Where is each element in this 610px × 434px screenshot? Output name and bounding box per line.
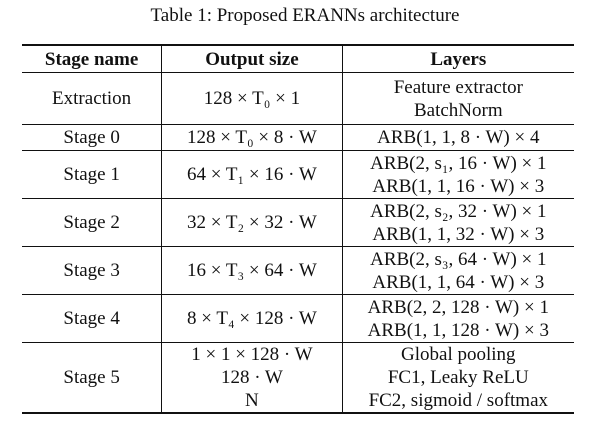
layers-cell: Feature extractor BatchNorm — [341, 72, 574, 125]
output-size-line: 32 × T₂ × 32 · W — [187, 212, 317, 233]
table-row: Stage 2 32 × T₂ × 32 · W ARB(2, s₂, 32 · W… — [22, 198, 574, 247]
output-size-line: N — [245, 390, 259, 411]
stage-name-cell: Stage 0 — [22, 124, 163, 151]
stage-name-cell: Stage 5 — [22, 342, 163, 414]
layers-cell: ARB(2, s₂, 32 · W) × 1 ARB(1, 1, 32 · W) … — [341, 198, 574, 247]
layers-cell: ARB(2, s₃, 64 · W) × 1 ARB(1, 1, 64 · W) … — [341, 246, 574, 295]
stage-name-cell: Stage 3 — [22, 246, 163, 295]
stage-name-cell: Stage 1 — [22, 150, 163, 199]
output-size-line: 16 × T₃ × 64 · W — [187, 260, 317, 281]
stage-name-cell: Stage 2 — [22, 198, 163, 247]
layer-line: FC1, Leaky ReLU — [387, 367, 529, 388]
output-size-line: 1 × 1 × 128 · W — [191, 344, 313, 365]
layer-line: ARB(1, 1, 32 · W) × 3 — [372, 223, 545, 245]
table-body: Extraction 128 × T₀ × 1 Feature extractor B… — [22, 72, 574, 414]
table-row: Stage 1 64 × T₁ × 16 · W ARB(2, s₁, 16 · W… — [22, 150, 574, 199]
output-size-line: 64 × T₁ × 16 · W — [187, 164, 317, 185]
layer-line: Feature extractor — [393, 76, 523, 98]
architecture-table: Stage name Output size Layers Extraction… — [22, 44, 574, 414]
layer-line: FC2, sigmoid / softmax — [368, 390, 549, 411]
layer-line: ARB(1, 1, 8 · W) × 4 — [377, 127, 540, 148]
layer-line: ARB(1, 1, 128 · W) × 3 — [367, 319, 549, 341]
output-size-cell: 32 × T₂ × 32 · W — [161, 198, 343, 247]
header-stage-name: Stage name — [22, 44, 163, 73]
table-row: Extraction 128 × T₀ × 1 Feature extractor B… — [22, 72, 574, 125]
layers-cell: ARB(2, 2, 128 · W) × 1 ARB(1, 1, 128 · W)… — [341, 294, 574, 343]
layer-line: ARB(1, 1, 64 · W) × 3 — [372, 271, 545, 293]
header-output-size: Output size — [161, 44, 343, 73]
output-size-line: 128 · W — [220, 367, 283, 388]
layers-cell: ARB(2, s₁, 16 · W) × 1 ARB(1, 1, 16 · W) … — [341, 150, 574, 199]
layers-cell: Global pooling FC1, Leaky ReLU FC2, sigmoi… — [341, 342, 574, 414]
stage-name-cell: Extraction — [22, 72, 163, 125]
table-caption: Table 1: Proposed ERANNs architecture — [150, 5, 460, 26]
output-size-cell: 16 × T₃ × 64 · W — [161, 246, 343, 295]
output-size-cell: 8 × T₄ × 128 · W — [161, 294, 343, 343]
stage-name-cell: Stage 4 — [22, 294, 163, 343]
output-size-line: 8 × T₄ × 128 · W — [187, 308, 317, 329]
layers-cell: ARB(1, 1, 8 · W) × 4 — [341, 124, 574, 151]
table-row: Stage 3 16 × T₃ × 64 · W ARB(2, s₃, 64 · W… — [22, 246, 574, 295]
table-header-row: Stage name Output size Layers — [22, 44, 574, 73]
output-size-cell: 64 × T₁ × 16 · W — [161, 150, 343, 199]
layer-line: ARB(1, 1, 16 · W) × 3 — [372, 175, 545, 197]
layer-line: ARB(2, s₃, 64 · W) × 1 — [370, 248, 547, 270]
output-size-line: 128 × T₀ × 8 · W — [187, 127, 317, 148]
output-size-cell: 128 × T₀ × 1 — [161, 72, 343, 125]
layer-line: ARB(2, 2, 128 · W) × 1 — [367, 296, 549, 318]
layer-line: ARB(2, s₁, 16 · W) × 1 — [370, 152, 547, 174]
output-size-cell: 128 × T₀ × 8 · W — [161, 124, 343, 151]
output-size-line: 128 × T₀ × 1 — [203, 88, 301, 109]
table-row: Stage 0 128 × T₀ × 8 · W ARB(1, 1, 8 · W) … — [22, 124, 574, 151]
layer-line: Global pooling — [401, 344, 516, 365]
layer-line: BatchNorm — [413, 99, 503, 121]
layer-line: ARB(2, s₂, 32 · W) × 1 — [370, 200, 547, 222]
table-row: Stage 4 8 × T₄ × 128 · W ARB(2, 2, 128 · W… — [22, 294, 574, 343]
header-layers: Layers — [341, 44, 574, 73]
